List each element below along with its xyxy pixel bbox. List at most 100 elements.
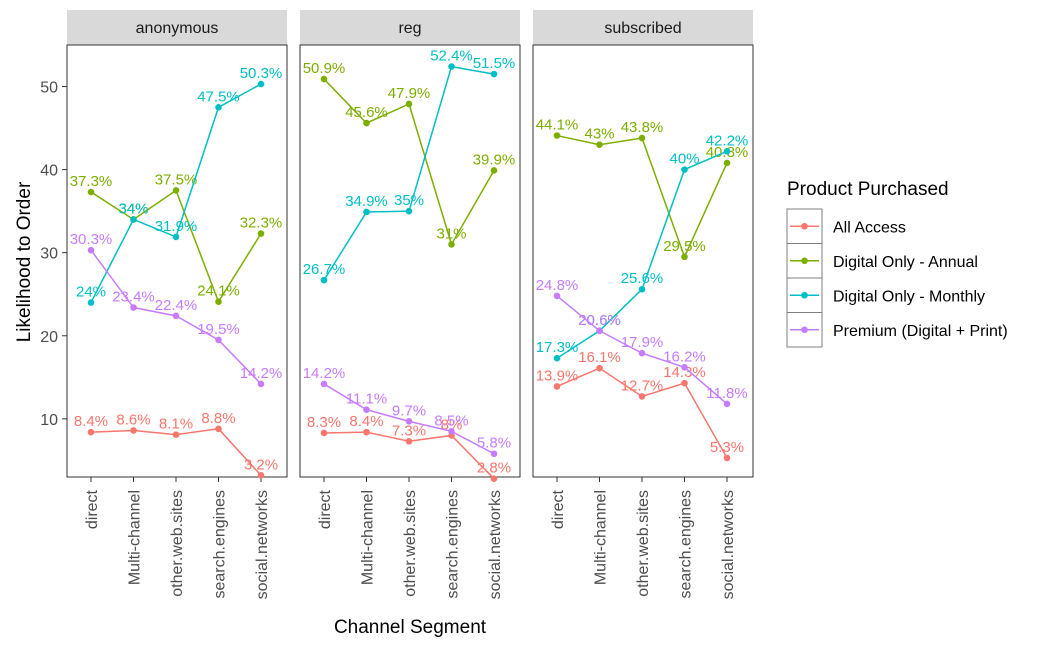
data-point (257, 230, 265, 237)
legend-key-point (801, 257, 808, 265)
data-label: 11.8% (706, 385, 747, 402)
x-tick-label: social.networks (720, 490, 737, 599)
data-label: 47.9% (388, 85, 431, 102)
data-label: 14.2% (240, 365, 283, 382)
data-point (448, 241, 455, 248)
panel-border (66, 44, 288, 478)
x-tick-label: search.engines (678, 490, 695, 599)
data-label: 29.5% (663, 238, 706, 255)
data-label: 32.3% (240, 215, 283, 232)
strip-label: subscribed (604, 20, 681, 37)
data-point (257, 380, 265, 388)
data-point (215, 336, 222, 344)
x-tick-label: other.web.sites (169, 490, 186, 597)
data-point (257, 80, 265, 88)
data-label: 7.3% (392, 422, 426, 439)
data-point (320, 429, 328, 437)
legend-label: Digital Only - Monthly (833, 288, 985, 305)
data-label: 2.8% (477, 460, 511, 477)
data-point (681, 379, 688, 387)
x-axis-title: Channel Segment (334, 617, 487, 638)
data-label: 8.8% (201, 410, 235, 427)
data-point (681, 253, 688, 261)
panel-subscribed: subscribed direct Multi-channel other.web.s… (532, 10, 754, 599)
data-label: 51.5% (473, 55, 516, 72)
data-label: 25.6% (621, 270, 664, 287)
data-label: 31.9% (155, 218, 198, 235)
data-label: 50.9% (303, 60, 346, 77)
legend-key-point (801, 222, 808, 230)
data-label: 8.5% (434, 412, 468, 429)
data-point (215, 425, 222, 433)
x-tick-label: Multi-channel (127, 490, 144, 585)
legend-key-point (801, 291, 808, 299)
data-label: 31% (436, 225, 466, 242)
data-label: 39.9% (473, 151, 516, 168)
data-label: 50.3% (240, 65, 283, 82)
data-point (215, 104, 222, 111)
data-point (553, 383, 561, 390)
data-label: 35% (394, 192, 424, 209)
data-point (723, 400, 731, 408)
data-label: 23.4% (112, 289, 155, 306)
data-point (723, 454, 731, 462)
data-point (405, 437, 413, 445)
data-point (553, 132, 561, 139)
data-label: 8.4% (349, 413, 383, 430)
data-label: 52.4% (430, 48, 473, 65)
data-label: 37.3% (70, 173, 113, 190)
data-point (405, 207, 413, 215)
data-label: 44.1% (536, 117, 579, 134)
data-label: 47.5% (197, 88, 240, 105)
legend-label: Digital Only - Annual (833, 254, 978, 271)
data-point (448, 428, 455, 435)
data-label: 24.1% (197, 283, 240, 300)
data-point (87, 246, 95, 254)
data-point (320, 276, 328, 284)
data-point (723, 148, 731, 155)
panel-reg: reg direct Multi-channel other.web.sites sea… (299, 10, 521, 599)
legend-entry: Digital Only - Annual (786, 243, 978, 279)
x-tick-label: direct (317, 489, 334, 529)
data-label: 14.2% (303, 365, 346, 382)
data-point (215, 298, 222, 306)
data-point (363, 406, 370, 414)
data-point (553, 354, 561, 362)
data-label: 24% (76, 284, 106, 301)
data-label: 8.1% (159, 416, 193, 433)
y-tick-label: 30 (40, 246, 58, 263)
data-label: 12.7% (621, 377, 664, 394)
legend-entry: All Access (786, 208, 906, 244)
data-point (405, 418, 413, 425)
legend-entry: Premium (Digital + Print) (786, 312, 1008, 348)
data-point (448, 63, 455, 70)
data-point (596, 327, 603, 335)
data-point (723, 159, 731, 167)
y-tick-label: 50 (40, 80, 58, 97)
x-tick-label: Multi-channel (593, 490, 610, 585)
data-point (596, 364, 603, 372)
data-point (87, 428, 95, 436)
data-label: 5.8% (477, 435, 511, 452)
data-label: 34% (118, 200, 148, 217)
data-point (638, 393, 646, 400)
data-label: 8.6% (116, 411, 150, 428)
data-point (490, 450, 498, 458)
data-label: 22.4% (155, 297, 198, 314)
data-point (363, 208, 370, 216)
data-label: 17.3% (536, 339, 579, 356)
data-label: 43.8% (621, 119, 664, 136)
strip-label: anonymous (136, 20, 219, 37)
data-point (681, 166, 688, 173)
data-point (405, 100, 413, 108)
data-point (553, 292, 561, 300)
legend-label: All Access (833, 219, 906, 236)
y-axis-title: Likelihood to Order (14, 181, 35, 342)
data-point (363, 428, 370, 436)
data-point (490, 70, 498, 78)
data-point (596, 141, 603, 148)
data-label: 37.5% (155, 171, 198, 188)
data-point (172, 312, 180, 320)
